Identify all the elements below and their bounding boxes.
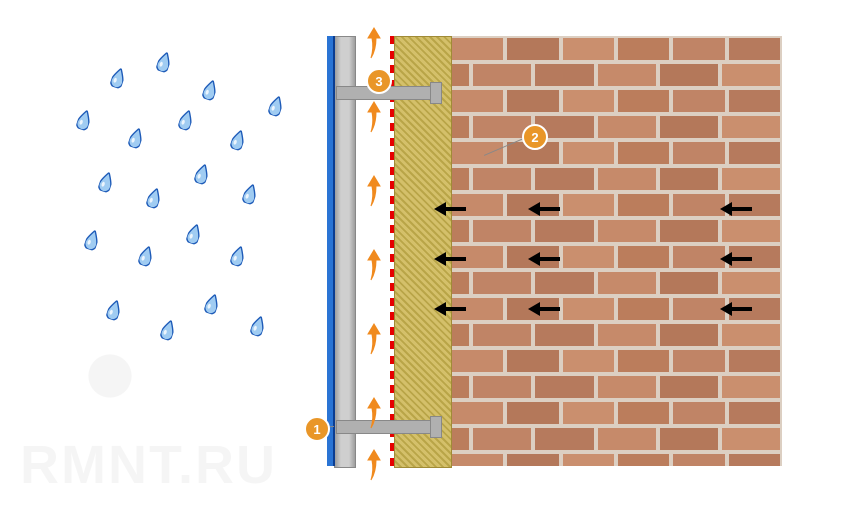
callout-1: 1	[304, 416, 330, 442]
outer-panel-strip	[327, 36, 335, 466]
diagram-canvas: 1 2 3 RMNT.RU	[0, 0, 850, 506]
cladding-panel	[334, 36, 356, 468]
brick-wall-layer	[450, 36, 782, 466]
callout-3: 3	[366, 68, 392, 94]
watermark-icon	[60, 326, 160, 426]
callout-2: 2	[522, 124, 548, 150]
watermark-text: RMNT.RU	[20, 434, 277, 496]
membrane-dashed-layer	[390, 36, 394, 466]
